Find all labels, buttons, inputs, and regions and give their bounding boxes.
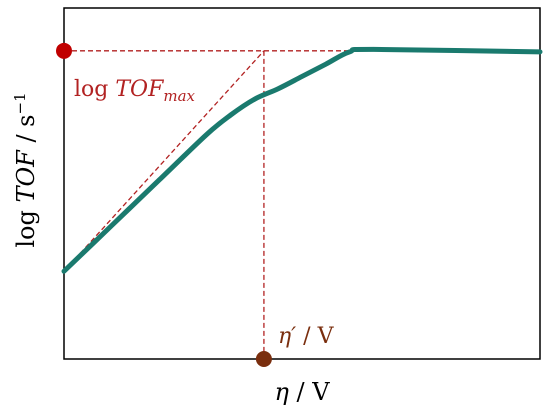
y-axis-label: log TOF / s−1 <box>11 92 40 247</box>
tof-max-marker <box>56 42 72 59</box>
x-axis-label: η / V <box>274 378 330 406</box>
plot-frame <box>63 7 541 360</box>
tafel-extrapolation-line <box>63 50 265 272</box>
eta-prime-annotation: η′ / V <box>278 324 335 349</box>
guide-lines <box>63 50 360 359</box>
x-axis-unit: / V <box>289 378 330 406</box>
tof-max-annotation: log TOFmax <box>74 77 196 105</box>
eta-prime-marker <box>255 351 272 367</box>
eta-prime-unit: / V <box>296 324 334 349</box>
tof-max-symbol: TOF <box>115 77 164 102</box>
eta-prime-symbol: η′ <box>278 324 296 349</box>
series-line-0 <box>61 46 543 274</box>
tof-max-subscript: max <box>163 87 195 105</box>
tof-max-prefix: log <box>74 77 115 102</box>
y-axis-symbol: TOF <box>12 149 40 203</box>
y-axis-sup: −1 <box>11 92 29 114</box>
y-axis-prefix: log <box>12 203 40 248</box>
series-group <box>61 46 543 274</box>
x-axis-symbol: η <box>274 378 289 406</box>
markers <box>56 42 272 367</box>
y-axis-unit: / s <box>12 114 40 150</box>
